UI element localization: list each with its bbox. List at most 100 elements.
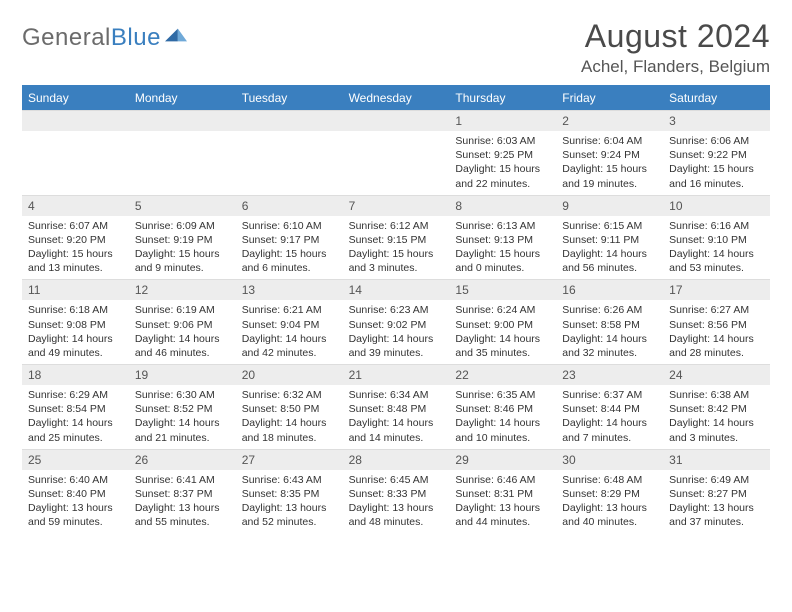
- date-number: [236, 110, 343, 131]
- day-cell: [129, 131, 236, 195]
- day-cell: Sunrise: 6:32 AMSunset: 8:50 PMDaylight:…: [236, 385, 343, 449]
- date-number: 4: [22, 195, 129, 216]
- date-number-row: 18192021222324: [22, 364, 770, 385]
- day-cell: [343, 131, 450, 195]
- daylight-text: Daylight: 14 hours and 32 minutes.: [562, 332, 657, 360]
- logo-word1: General: [22, 24, 111, 51]
- sunset-text: Sunset: 8:40 PM: [28, 487, 123, 501]
- date-number: 16: [556, 279, 663, 300]
- sunset-text: Sunset: 9:24 PM: [562, 148, 657, 162]
- weeks-container: 123Sunrise: 6:03 AMSunset: 9:25 PMDaylig…: [22, 110, 770, 533]
- date-number: 1: [449, 110, 556, 131]
- day-cell: Sunrise: 6:13 AMSunset: 9:13 PMDaylight:…: [449, 216, 556, 280]
- day-cell: Sunrise: 6:16 AMSunset: 9:10 PMDaylight:…: [663, 216, 770, 280]
- daylight-text: Daylight: 13 hours and 52 minutes.: [242, 501, 337, 529]
- sunrise-text: Sunrise: 6:13 AM: [455, 219, 550, 233]
- sunrise-text: Sunrise: 6:40 AM: [28, 473, 123, 487]
- sunset-text: Sunset: 8:58 PM: [562, 318, 657, 332]
- day-cell: Sunrise: 6:38 AMSunset: 8:42 PMDaylight:…: [663, 385, 770, 449]
- sunset-text: Sunset: 9:08 PM: [28, 318, 123, 332]
- header: GeneralBlue August 2024 Achel, Flanders,…: [22, 18, 770, 77]
- day-header: Wednesday: [343, 86, 450, 110]
- sunrise-text: Sunrise: 6:07 AM: [28, 219, 123, 233]
- day-cell: Sunrise: 6:23 AMSunset: 9:02 PMDaylight:…: [343, 300, 450, 364]
- daylight-text: Daylight: 14 hours and 10 minutes.: [455, 416, 550, 444]
- sunset-text: Sunset: 8:37 PM: [135, 487, 230, 501]
- day-cell: Sunrise: 6:09 AMSunset: 9:19 PMDaylight:…: [129, 216, 236, 280]
- sunrise-text: Sunrise: 6:46 AM: [455, 473, 550, 487]
- daylight-text: Daylight: 14 hours and 56 minutes.: [562, 247, 657, 275]
- date-number: [343, 110, 450, 131]
- info-row: Sunrise: 6:29 AMSunset: 8:54 PMDaylight:…: [22, 385, 770, 449]
- sunrise-text: Sunrise: 6:35 AM: [455, 388, 550, 402]
- date-number: 19: [129, 364, 236, 385]
- date-number-row: 123: [22, 110, 770, 131]
- sunset-text: Sunset: 8:48 PM: [349, 402, 444, 416]
- date-number-row: 25262728293031: [22, 449, 770, 470]
- date-number: 21: [343, 364, 450, 385]
- sunrise-text: Sunrise: 6:09 AM: [135, 219, 230, 233]
- sunrise-text: Sunrise: 6:37 AM: [562, 388, 657, 402]
- date-number: 25: [22, 449, 129, 470]
- sunrise-text: Sunrise: 6:27 AM: [669, 303, 764, 317]
- sunset-text: Sunset: 9:17 PM: [242, 233, 337, 247]
- date-number-row: 45678910: [22, 195, 770, 216]
- sunrise-text: Sunrise: 6:04 AM: [562, 134, 657, 148]
- sunrise-text: Sunrise: 6:45 AM: [349, 473, 444, 487]
- date-number: 18: [22, 364, 129, 385]
- date-number: 30: [556, 449, 663, 470]
- calendar: Sunday Monday Tuesday Wednesday Thursday…: [22, 85, 770, 533]
- sunset-text: Sunset: 9:00 PM: [455, 318, 550, 332]
- date-number: 17: [663, 279, 770, 300]
- sunrise-text: Sunrise: 6:12 AM: [349, 219, 444, 233]
- sunset-text: Sunset: 9:04 PM: [242, 318, 337, 332]
- date-number: 13: [236, 279, 343, 300]
- daylight-text: Daylight: 14 hours and 49 minutes.: [28, 332, 123, 360]
- sunset-text: Sunset: 9:13 PM: [455, 233, 550, 247]
- sunrise-text: Sunrise: 6:23 AM: [349, 303, 444, 317]
- date-number: 5: [129, 195, 236, 216]
- date-number: 20: [236, 364, 343, 385]
- day-cell: Sunrise: 6:40 AMSunset: 8:40 PMDaylight:…: [22, 470, 129, 534]
- daylight-text: Daylight: 14 hours and 42 minutes.: [242, 332, 337, 360]
- logo-mark-icon: [165, 26, 187, 44]
- sunrise-text: Sunrise: 6:03 AM: [455, 134, 550, 148]
- daylight-text: Daylight: 14 hours and 7 minutes.: [562, 416, 657, 444]
- date-number: 6: [236, 195, 343, 216]
- day-cell: Sunrise: 6:24 AMSunset: 9:00 PMDaylight:…: [449, 300, 556, 364]
- day-header: Sunday: [22, 86, 129, 110]
- daylight-text: Daylight: 15 hours and 9 minutes.: [135, 247, 230, 275]
- sunrise-text: Sunrise: 6:10 AM: [242, 219, 337, 233]
- day-cell: Sunrise: 6:04 AMSunset: 9:24 PMDaylight:…: [556, 131, 663, 195]
- sunset-text: Sunset: 8:27 PM: [669, 487, 764, 501]
- sunset-text: Sunset: 9:10 PM: [669, 233, 764, 247]
- daylight-text: Daylight: 15 hours and 19 minutes.: [562, 162, 657, 190]
- sunset-text: Sunset: 9:11 PM: [562, 233, 657, 247]
- daylight-text: Daylight: 13 hours and 55 minutes.: [135, 501, 230, 529]
- sunrise-text: Sunrise: 6:48 AM: [562, 473, 657, 487]
- sunset-text: Sunset: 8:54 PM: [28, 402, 123, 416]
- title-block: August 2024 Achel, Flanders, Belgium: [581, 18, 770, 77]
- day-cell: Sunrise: 6:07 AMSunset: 9:20 PMDaylight:…: [22, 216, 129, 280]
- date-number: 10: [663, 195, 770, 216]
- date-number: 3: [663, 110, 770, 131]
- date-number: 24: [663, 364, 770, 385]
- day-cell: Sunrise: 6:35 AMSunset: 8:46 PMDaylight:…: [449, 385, 556, 449]
- date-number-row: 11121314151617: [22, 279, 770, 300]
- sunrise-text: Sunrise: 6:43 AM: [242, 473, 337, 487]
- daylight-text: Daylight: 14 hours and 21 minutes.: [135, 416, 230, 444]
- sunset-text: Sunset: 8:42 PM: [669, 402, 764, 416]
- daylight-text: Daylight: 15 hours and 16 minutes.: [669, 162, 764, 190]
- day-cell: [22, 131, 129, 195]
- sunset-text: Sunset: 9:20 PM: [28, 233, 123, 247]
- sunset-text: Sunset: 8:31 PM: [455, 487, 550, 501]
- date-number: 12: [129, 279, 236, 300]
- info-row: Sunrise: 6:18 AMSunset: 9:08 PMDaylight:…: [22, 300, 770, 364]
- day-header-row: Sunday Monday Tuesday Wednesday Thursday…: [22, 86, 770, 110]
- daylight-text: Daylight: 15 hours and 13 minutes.: [28, 247, 123, 275]
- date-number: 9: [556, 195, 663, 216]
- daylight-text: Daylight: 15 hours and 6 minutes.: [242, 247, 337, 275]
- day-cell: Sunrise: 6:34 AMSunset: 8:48 PMDaylight:…: [343, 385, 450, 449]
- date-number: 31: [663, 449, 770, 470]
- daylight-text: Daylight: 15 hours and 22 minutes.: [455, 162, 550, 190]
